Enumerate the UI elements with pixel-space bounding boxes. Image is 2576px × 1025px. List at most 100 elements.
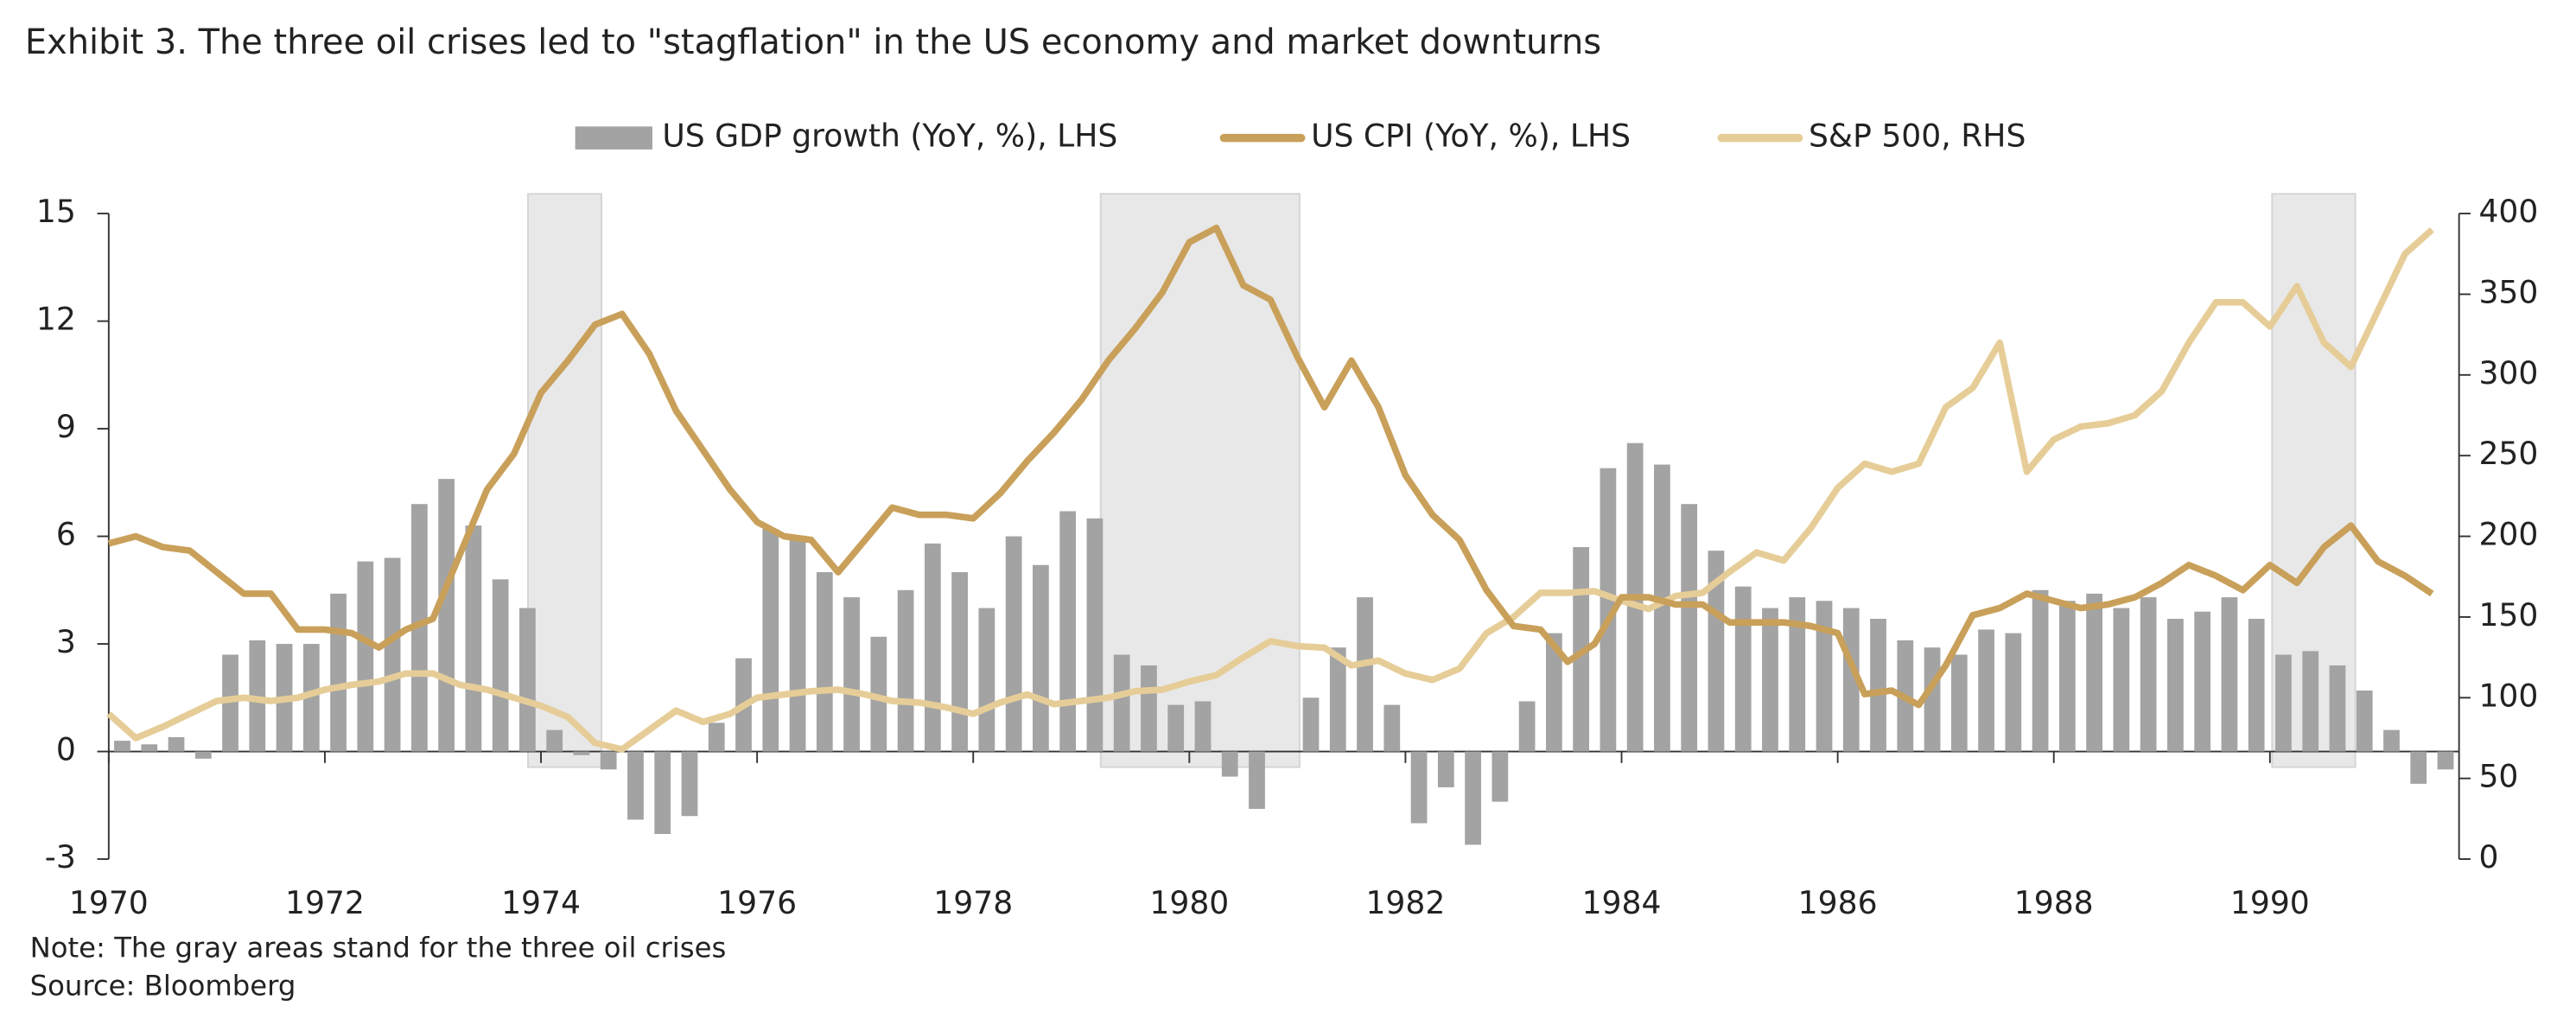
bar	[1086, 518, 1104, 752]
y2-tick-label: 300	[2478, 354, 2538, 392]
bar	[1734, 586, 1752, 752]
bar	[1059, 511, 1077, 752]
y2-tick-label: 400	[2478, 193, 2538, 230]
y-tick-label: 0	[56, 731, 76, 768]
x-tick-label: 1990	[2230, 884, 2310, 921]
bar	[573, 751, 590, 755]
x-tick-label: 1970	[69, 884, 149, 921]
bar	[870, 636, 887, 752]
y-tick-label: -3	[45, 838, 76, 875]
bar	[2248, 619, 2265, 752]
bar	[1221, 751, 1238, 777]
bar	[2329, 665, 2346, 752]
y2-tick-label: 200	[2478, 516, 2538, 553]
bar	[1437, 751, 1454, 788]
y-tick-label: 12	[36, 301, 76, 338]
bar	[1789, 597, 1806, 752]
x-tick-label: 1978	[933, 884, 1013, 921]
shaded-area	[1099, 193, 1301, 768]
bar	[2275, 654, 2292, 752]
bar	[114, 741, 130, 752]
y2-tick-label: 100	[2478, 677, 2538, 714]
bar	[2058, 601, 2076, 752]
y2-tick-label: 250	[2478, 435, 2538, 472]
legend-label: US CPI (YoY, %), LHS	[1311, 118, 1631, 155]
bar	[1005, 536, 1022, 752]
bar	[762, 529, 779, 752]
bar	[2167, 619, 2184, 752]
bar	[2356, 690, 2373, 752]
y-tick-label: 6	[56, 516, 76, 553]
bar	[1654, 464, 1670, 752]
x-tick-label: 1976	[717, 884, 797, 921]
bar	[1708, 551, 1725, 752]
bar	[168, 736, 185, 752]
bar	[627, 751, 644, 820]
y2-tick-label: 150	[2478, 596, 2538, 633]
legend-label: US GDP growth (YoY, %), LHS	[662, 118, 1117, 155]
bar	[1329, 647, 1346, 752]
x-tick-label: 1974	[501, 884, 581, 921]
bar	[1681, 504, 1698, 752]
bar	[2410, 751, 2427, 784]
bar	[2383, 729, 2400, 752]
bar	[924, 543, 941, 752]
bar	[546, 729, 563, 752]
bar	[410, 504, 428, 752]
shaded-area	[527, 193, 603, 768]
x-tick-label: 1972	[285, 884, 365, 921]
bar	[843, 597, 860, 752]
bar	[2302, 651, 2319, 752]
bar	[141, 744, 158, 752]
bar	[1410, 751, 1428, 824]
bar	[1141, 665, 1157, 752]
bar	[465, 525, 482, 752]
x-tick-label: 1982	[1365, 884, 1445, 921]
bar	[708, 723, 725, 752]
bar	[1762, 608, 1778, 752]
y2-tick-label: 50	[2478, 758, 2518, 795]
bar	[2194, 611, 2211, 752]
bar	[330, 593, 347, 752]
y-tick-label: 3	[56, 623, 76, 660]
bar	[2113, 608, 2130, 752]
bar	[1357, 597, 1373, 752]
bar	[2221, 597, 2238, 752]
bar	[2437, 751, 2454, 770]
x-tick-label: 1984	[1582, 884, 1662, 921]
bar	[951, 572, 968, 752]
bar	[302, 644, 320, 752]
line	[106, 226, 2434, 753]
bar	[1816, 601, 1833, 752]
y2-tick-label: 350	[2478, 273, 2538, 310]
x-tick-label: 1988	[2014, 884, 2094, 921]
bar	[438, 479, 455, 752]
bar	[2140, 597, 2157, 752]
y-tick-label: 9	[56, 408, 76, 445]
bar	[1383, 704, 1401, 752]
bar	[249, 640, 266, 752]
bar	[816, 572, 833, 752]
line	[107, 224, 2434, 709]
bar	[1545, 633, 1562, 752]
bar	[1167, 704, 1185, 752]
bar	[519, 608, 536, 752]
y-tick-label: 15	[36, 193, 76, 230]
y2-tick-label: 0	[2478, 838, 2498, 875]
bar	[1842, 608, 1860, 752]
chart-title: Exhibit 3. The three oil crises led to "…	[25, 22, 1601, 62]
bar	[654, 751, 671, 834]
bar	[1113, 654, 1130, 752]
bar	[357, 561, 374, 752]
bar	[1492, 751, 1509, 802]
bar	[1600, 468, 1617, 752]
x-tick-label: 1980	[1149, 884, 1229, 921]
bar	[2086, 593, 2102, 752]
bar	[1870, 619, 1886, 752]
bar	[600, 751, 617, 770]
bar	[384, 557, 401, 752]
legend-swatch	[575, 126, 652, 150]
bar	[2005, 633, 2022, 752]
